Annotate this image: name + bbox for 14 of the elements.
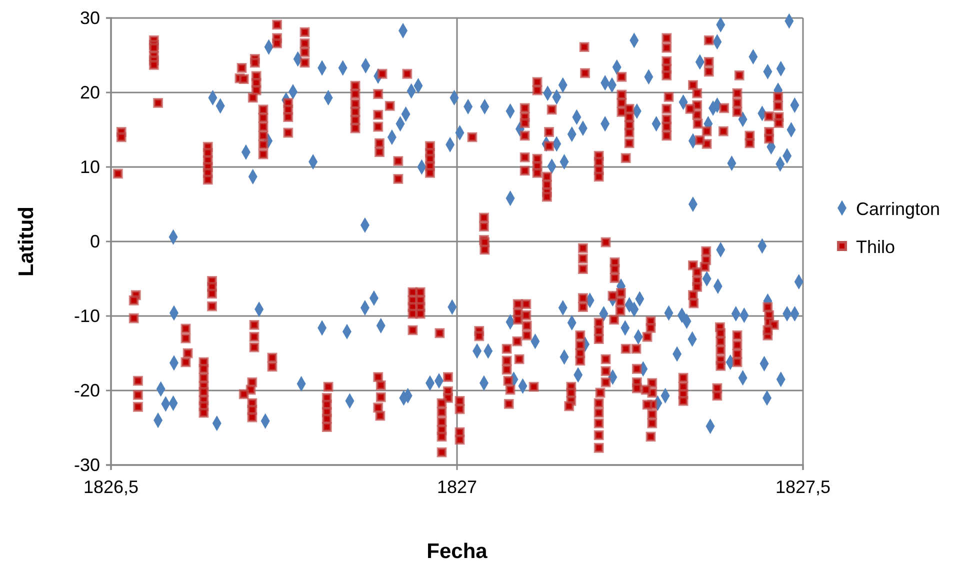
legend-label: Carrington — [856, 199, 940, 219]
y-tick-label: -20 — [74, 380, 100, 400]
y-tick-label: -10 — [74, 306, 100, 326]
x-tick-label: 1827 — [436, 476, 478, 497]
y-tick-label: 0 — [90, 231, 100, 252]
y-tick-label: 10 — [80, 156, 100, 177]
x-tick-label: 1827,5 — [775, 476, 831, 497]
y-axis-title: Latitud — [15, 206, 38, 276]
x-axis-title: Fecha — [426, 540, 488, 563]
y-tick-label: 20 — [80, 82, 100, 102]
legend-label: Thilo — [856, 237, 896, 257]
x-tick-label: 1826,5 — [83, 476, 139, 497]
y-tick-label: 30 — [80, 8, 100, 28]
y-tick-label: -30 — [74, 454, 100, 475]
